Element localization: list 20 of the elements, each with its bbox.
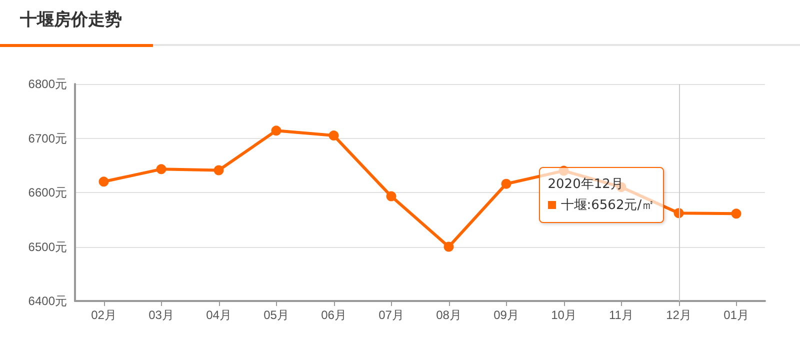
y-tick-label: 6700元 — [28, 131, 67, 146]
annotation: 十堰:6562元/㎡ — [560, 196, 655, 214]
y-tick-label: 6800元 — [28, 77, 67, 91]
annotation: 2020年12月 — [548, 176, 624, 194]
x-tick-label: 02月 — [91, 308, 116, 322]
y-tick-label: 6600元 — [28, 186, 67, 200]
x-tick-label: 03月 — [148, 308, 174, 322]
x-tick-label: 08月 — [436, 308, 462, 322]
chart-title: 十堰房价走势 — [20, 9, 122, 31]
x-tick-label: 04月 — [206, 308, 232, 322]
x-tick-label: 12月 — [666, 308, 692, 322]
x-tick-label: 06月 — [321, 308, 346, 322]
x-tick-label: 01月 — [724, 308, 749, 322]
x-tick-label: 07月 — [378, 308, 404, 322]
y-tick-label: 6400元 — [28, 294, 67, 308]
x-tick-label: 11月 — [609, 308, 634, 322]
x-tick-label: 05月 — [264, 308, 289, 322]
y-tick-label: 6500元 — [28, 240, 67, 254]
x-tick-label: 10月 — [551, 308, 576, 322]
x-tick-label: 09月 — [494, 308, 519, 322]
